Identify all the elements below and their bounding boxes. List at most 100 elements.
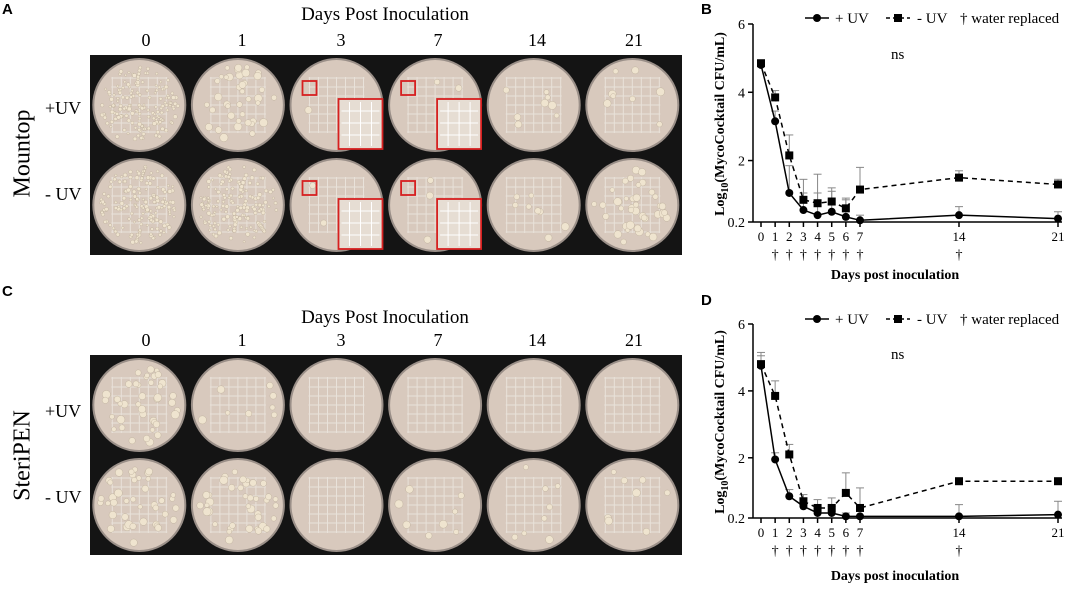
colony (119, 201, 125, 206)
chart-legend: + UV - UV † water replaced (805, 11, 1060, 27)
colony (114, 173, 118, 177)
colony (141, 132, 146, 136)
water-replaced-marker: † (842, 544, 849, 559)
colony (620, 238, 627, 245)
colony (122, 206, 127, 211)
y-axis-label: Log10(MycoCocktail CFU/mL) (713, 32, 731, 216)
data-point-nouv (813, 503, 822, 512)
colony (555, 483, 561, 489)
colony (457, 492, 465, 499)
colony (213, 227, 217, 232)
colony (260, 480, 267, 487)
colony (144, 181, 149, 186)
colony (248, 194, 252, 199)
legend-label-dagger: † water replaced (960, 312, 1060, 328)
colony (221, 200, 225, 204)
colony (553, 112, 560, 119)
colony (603, 99, 612, 108)
colony (166, 94, 170, 97)
colony (160, 206, 164, 210)
colony (218, 74, 224, 80)
colony (244, 208, 249, 213)
colony (230, 186, 235, 191)
water-replaced-marker: † (857, 544, 864, 559)
colony (128, 184, 133, 189)
colony (623, 196, 629, 202)
colony (133, 126, 138, 130)
colony (145, 223, 149, 227)
colony (136, 186, 141, 191)
colony (208, 228, 212, 232)
colony (224, 65, 230, 71)
colony (254, 527, 262, 535)
colony (128, 169, 133, 174)
colony (158, 97, 163, 101)
colony (229, 522, 236, 529)
colony (238, 205, 243, 210)
colony (215, 205, 219, 208)
colony (121, 513, 129, 521)
colony (108, 223, 112, 227)
y-tick-label: 2 (738, 452, 745, 467)
colony (135, 401, 142, 408)
colony (206, 206, 210, 210)
colony (631, 66, 640, 75)
colony (112, 177, 117, 182)
colony (245, 503, 251, 509)
colony (172, 215, 176, 219)
colony (124, 73, 127, 77)
colony (164, 103, 169, 107)
x-tick-label: 21 (1052, 229, 1065, 244)
colony (153, 393, 162, 402)
day-label: 7 (433, 330, 443, 350)
data-point-nouv (955, 477, 963, 486)
colony (204, 502, 210, 508)
colony (610, 93, 616, 99)
colony (123, 80, 127, 84)
colony (241, 68, 250, 78)
photo-grid-title-a: Days Post Inoculation (301, 4, 469, 25)
colony (210, 213, 214, 218)
legend-label-nouv: - UV (917, 312, 948, 328)
colony (140, 124, 144, 128)
colony (224, 204, 229, 209)
colony (172, 114, 178, 119)
colony (139, 517, 148, 526)
colony (242, 493, 249, 499)
colony (513, 193, 520, 200)
colony (272, 502, 279, 509)
colony (116, 84, 120, 88)
data-point-uv (856, 216, 864, 225)
colony (239, 88, 245, 95)
plate-photo-svg-a (92, 58, 680, 252)
colony (513, 113, 522, 121)
colony (126, 132, 130, 135)
colony (100, 103, 105, 108)
colony (152, 121, 157, 126)
data-point-nouv (1054, 180, 1062, 189)
colony (144, 166, 147, 170)
colony (455, 84, 463, 92)
colony (160, 173, 165, 178)
zoom-box (400, 180, 417, 196)
data-point-nouv (799, 497, 808, 506)
water-replaced-marker: † (842, 248, 849, 263)
colony (525, 203, 532, 210)
colony (149, 209, 153, 213)
colony (130, 496, 137, 503)
colony (166, 205, 172, 210)
colony (113, 395, 121, 403)
colony (257, 203, 262, 208)
data-point-uv (841, 212, 850, 221)
colony (249, 479, 257, 487)
colony (167, 189, 173, 194)
colony (212, 224, 216, 228)
x-tick-label: 2 (786, 229, 793, 244)
colony (148, 379, 155, 386)
colony (262, 229, 267, 234)
colony (269, 392, 277, 400)
colony (245, 227, 249, 230)
legend-label-nouv: - UV (917, 11, 948, 27)
colony (130, 239, 135, 245)
colony (147, 95, 152, 100)
